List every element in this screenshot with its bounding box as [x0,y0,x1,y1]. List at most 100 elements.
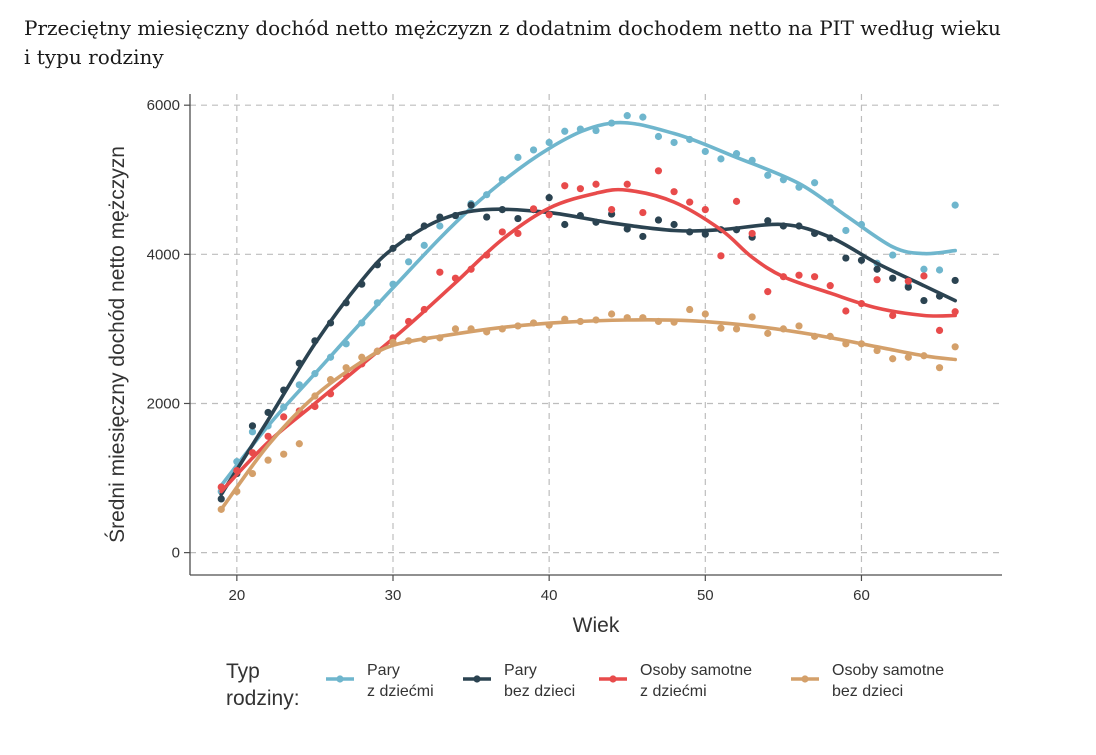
data-point [811,273,819,281]
data-point [280,450,288,458]
data-point [904,277,912,285]
trend-line [219,318,957,512]
legend-label-line-1: Osoby samotne [832,662,944,679]
y-tick-label: 6000 [147,97,180,114]
data-point [795,322,803,330]
data-point [420,241,428,249]
data-point [717,324,725,332]
data-series [217,112,959,513]
data-point [295,440,303,448]
data-point [514,153,522,161]
data-point [545,194,553,202]
data-point [608,310,616,318]
data-point [764,329,772,337]
data-point [732,197,741,205]
data-point [717,155,725,163]
data-point [748,229,756,238]
data-point [795,271,803,279]
legend-item-2: Pary bez dzieci [463,662,575,700]
data-point [498,228,506,236]
data-point [889,274,897,282]
legend-label-line-1: Osoby samotne [640,662,752,679]
data-point [701,205,709,214]
data-point [483,213,491,221]
data-point [842,226,850,235]
legend-key-point [609,675,617,683]
legend-title-line-1: Typ [226,660,260,683]
data-point [889,355,897,363]
data-point [935,364,944,372]
data-point [670,138,678,147]
data-point [920,296,928,305]
axes: 20 30 40 50 60 0 2000 4000 6000 Wiek Średni miesię… [105,94,1002,637]
data-point [217,495,225,503]
data-point [873,265,881,273]
legend-key-point [801,675,809,683]
series-4 [217,305,959,513]
chart-title-line-1: Przeciętny miesięczny dochód netto mężcz… [24,16,1001,40]
data-point [654,167,663,175]
data-point [639,232,647,241]
data-point [701,147,709,156]
data-point [654,216,663,224]
y-tick-label: 4000 [147,246,180,263]
data-point [545,211,553,219]
x-tick-label: 30 [385,587,402,604]
data-point [623,180,631,188]
series-2 [217,194,959,503]
data-point [904,283,912,291]
legend-label-line-2: bez dzieci [832,683,903,700]
data-point [701,230,709,238]
x-tick-label: 50 [697,587,714,604]
trend-line [219,207,957,497]
y-tick-label: 2000 [147,395,180,412]
data-point [451,325,460,333]
data-point [280,413,288,421]
data-point [764,217,772,225]
data-point [264,432,272,440]
data-point [873,276,881,284]
data-point [748,313,756,321]
data-point [561,182,569,190]
data-point [842,254,850,262]
data-point [686,305,694,314]
legend-item-1: Pary z dziećmi [326,662,434,700]
data-point [467,201,475,209]
data-point [951,276,959,285]
legend-label-line-2: z dziećmi [367,683,434,700]
data-point [764,171,772,179]
chart-title-line-2: i typu rodziny [24,45,164,69]
data-point [529,146,538,154]
x-tick-label: 60 [853,587,870,604]
data-point [935,326,944,334]
data-point [592,180,600,188]
series-3 [217,167,959,494]
y-axis-title: Średni miesięczny dochód netto mężczyzn [105,146,129,543]
data-point [670,220,678,229]
data-point [670,188,678,196]
series-1 [217,112,959,496]
data-point [608,205,616,214]
data-point [561,220,569,229]
data-point [826,282,834,290]
trend-line [219,187,957,494]
data-point [811,179,819,187]
data-point [951,201,959,209]
data-point [764,288,772,296]
data-point [951,343,959,351]
data-point [639,208,647,217]
legend-item-4: Osoby samotne bez dzieci [791,662,944,700]
legend-title-line-2: rodziny: [226,687,300,710]
data-point [514,214,522,223]
data-point [545,138,553,147]
data-point [857,256,866,264]
data-point [732,325,741,333]
y-tick-label: 0 [172,545,180,562]
legend-label-line-1: Pary [504,662,537,679]
legend-label-line-1: Pary [367,662,400,679]
x-tick-label: 40 [541,587,558,604]
data-point [904,353,912,361]
data-point [248,428,257,436]
trend-line [219,120,957,488]
